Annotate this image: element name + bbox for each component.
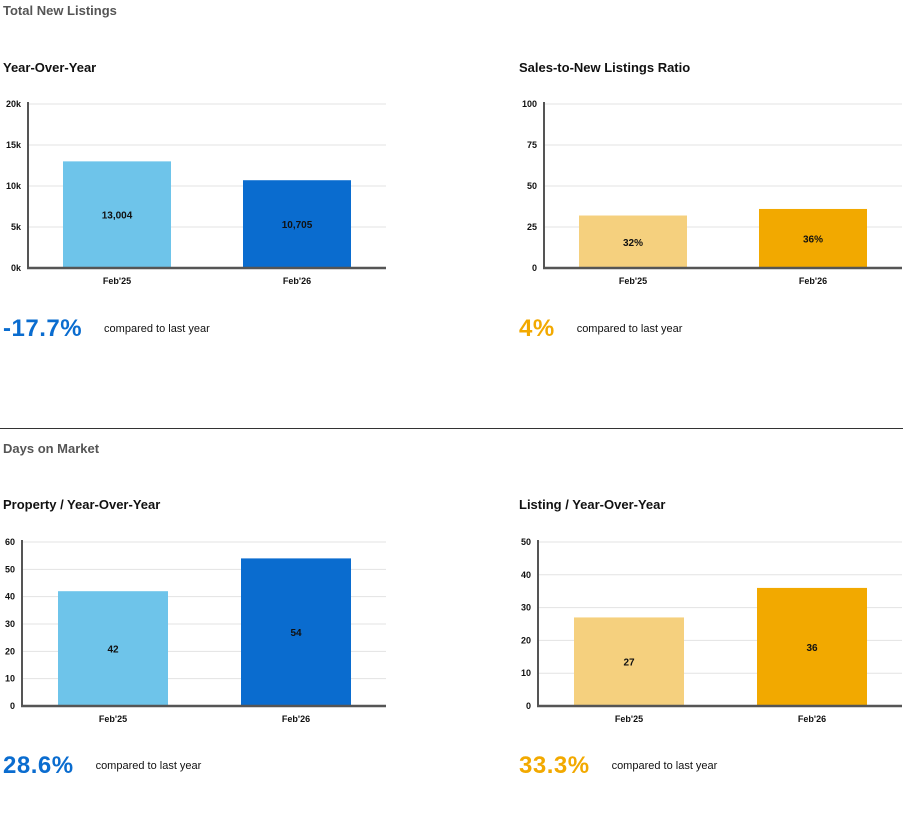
ratio-change-caption: compared to last year bbox=[576, 323, 683, 335]
x-tick-label: Feb'26 bbox=[798, 714, 826, 724]
bar-feb26 bbox=[759, 208, 867, 268]
bar-value-label: 32% bbox=[623, 238, 643, 249]
ratio-change-value: 4% bbox=[519, 315, 555, 342]
y-tick-label: 10k bbox=[6, 181, 22, 191]
x-tick-label: Feb'26 bbox=[799, 276, 827, 286]
y-tick-label: 0k bbox=[11, 263, 22, 273]
bar-feb26 bbox=[757, 587, 867, 706]
y-tick-label: 0 bbox=[532, 263, 537, 273]
bar-value-label: 54 bbox=[290, 628, 302, 639]
x-tick-label: Feb'26 bbox=[282, 714, 310, 724]
y-tick-label: 15k bbox=[6, 140, 22, 150]
y-tick-label: 25 bbox=[527, 222, 537, 232]
y-tick-label: 30 bbox=[521, 603, 531, 613]
y-tick-label: 60 bbox=[5, 537, 15, 547]
chart-title-property-yoy: Property / Year-Over-Year bbox=[3, 497, 161, 512]
y-tick-label: 40 bbox=[521, 570, 531, 580]
ratio-stat: 4% compared to last year bbox=[519, 315, 682, 343]
bar-value-label: 36% bbox=[803, 234, 823, 245]
property-change-value: 28.6% bbox=[3, 752, 74, 779]
bar-value-label: 27 bbox=[623, 658, 635, 669]
y-tick-label: 75 bbox=[527, 140, 537, 150]
y-tick-label: 50 bbox=[5, 564, 15, 574]
chart-title-listing-yoy: Listing / Year-Over-Year bbox=[519, 497, 666, 512]
yoy-bar-chart: 0k 5k 10k 15k 20k 13,004 Feb'25 10,705 Feb'26 bbox=[6, 99, 386, 286]
section-title-days-on-market: Days on Market bbox=[3, 441, 100, 456]
bar-feb26 bbox=[243, 180, 351, 268]
x-tick-label: Feb'25 bbox=[615, 714, 643, 724]
x-tick-label: Feb'25 bbox=[99, 714, 127, 724]
y-tick-label: 20 bbox=[5, 646, 15, 656]
bar-feb25 bbox=[574, 617, 684, 706]
property-bar-chart: 0 10 20 30 40 50 60 42 Feb'25 54 Feb'26 bbox=[5, 537, 386, 724]
y-tick-label: 20k bbox=[6, 99, 22, 109]
y-tick-label: 50 bbox=[527, 181, 537, 191]
section-title-new-listings: Total New Listings bbox=[3, 3, 117, 18]
bar-value-label: 36 bbox=[806, 643, 818, 654]
y-tick-label: 40 bbox=[5, 592, 15, 602]
chart-title-year-over-year: Year-Over-Year bbox=[3, 60, 97, 75]
listing-stat: 33.3% compared to last year bbox=[519, 752, 717, 780]
listing-bar-chart: 0 10 20 30 40 50 27 Feb'25 36 Feb'26 bbox=[521, 537, 902, 724]
bar-feb25 bbox=[63, 161, 171, 268]
y-tick-label: 50 bbox=[521, 537, 531, 547]
bar-value-label: 13,004 bbox=[102, 211, 133, 222]
listing-change-caption: compared to last year bbox=[611, 760, 718, 772]
bar-feb26 bbox=[241, 558, 351, 706]
y-tick-label: 5k bbox=[11, 222, 22, 232]
y-tick-label: 30 bbox=[5, 619, 15, 629]
x-tick-label: Feb'25 bbox=[619, 276, 647, 286]
property-stat: 28.6% compared to last year bbox=[3, 752, 201, 780]
bar-feb25 bbox=[58, 591, 168, 706]
x-tick-label: Feb'25 bbox=[103, 276, 131, 286]
bar-feb25 bbox=[579, 215, 687, 268]
y-tick-label: 100 bbox=[522, 99, 537, 109]
yoy-change-caption: compared to last year bbox=[104, 323, 210, 335]
y-tick-label: 20 bbox=[521, 635, 531, 645]
y-tick-label: 0 bbox=[10, 701, 15, 711]
ratio-bar-chart: 0 25 50 75 100 32% Feb'25 36% Feb'26 bbox=[522, 99, 902, 286]
yoy-change-value: -17.7% bbox=[3, 315, 83, 342]
bar-value-label: 10,705 bbox=[282, 220, 313, 231]
property-change-caption: compared to last year bbox=[95, 760, 202, 772]
yoy-stat: -17.7% compared to last year bbox=[3, 315, 210, 343]
chart-title-sales-ratio: Sales-to-New Listings Ratio bbox=[519, 60, 691, 75]
y-tick-label: 10 bbox=[5, 674, 15, 684]
x-tick-label: Feb'26 bbox=[283, 276, 311, 286]
y-tick-label: 0 bbox=[526, 701, 531, 711]
bar-value-label: 42 bbox=[107, 645, 119, 656]
listing-change-value: 33.3% bbox=[519, 752, 590, 779]
section-divider bbox=[0, 428, 903, 429]
y-tick-label: 10 bbox=[521, 668, 531, 678]
